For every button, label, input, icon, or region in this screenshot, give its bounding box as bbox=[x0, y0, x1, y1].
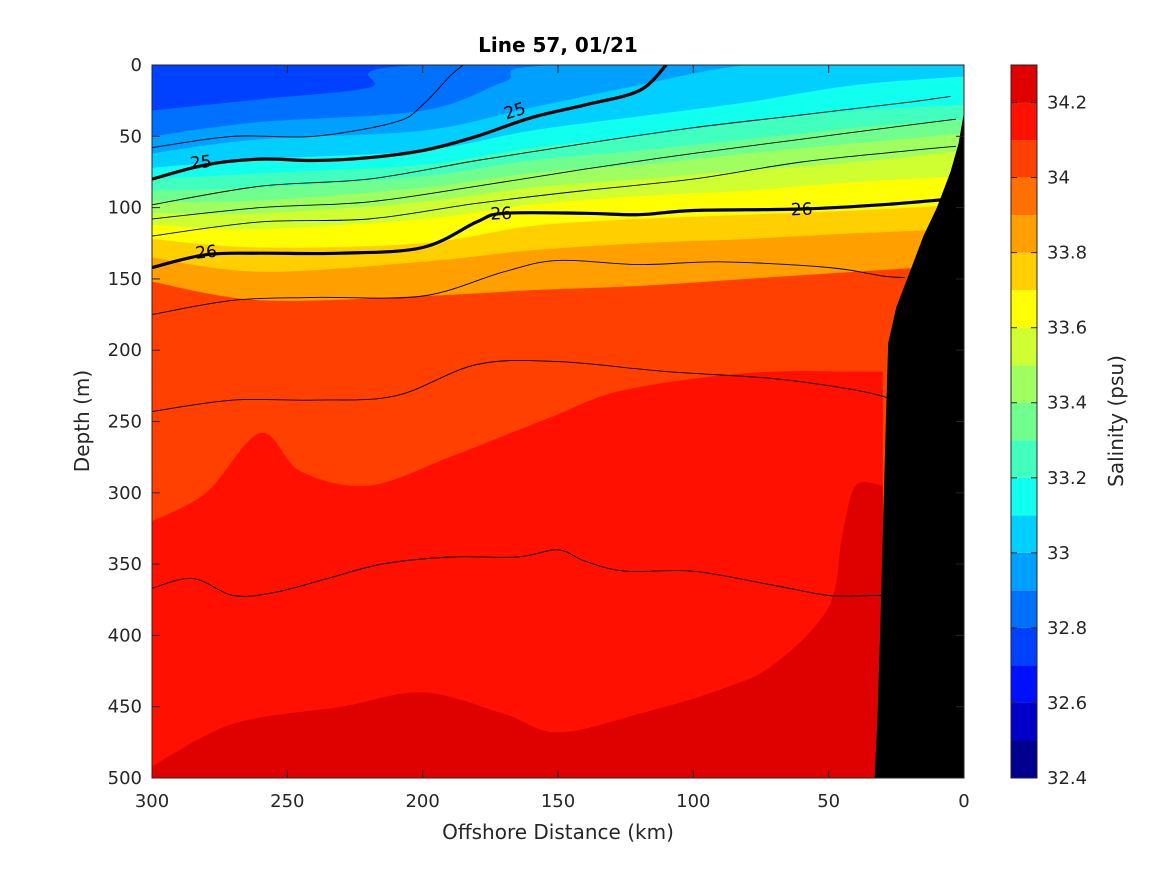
colorbar-tick-label: 33.8 bbox=[1047, 243, 1087, 264]
contour-label-group: 26 bbox=[194, 242, 218, 264]
colorbar-tick-label: 33 bbox=[1047, 543, 1070, 564]
colorbar-tick-label: 34.2 bbox=[1047, 93, 1087, 114]
density-contour bbox=[152, 145, 956, 237]
x-tick-label: 200 bbox=[405, 791, 439, 812]
density-contour-lines bbox=[152, 65, 956, 597]
colorbar-swatch bbox=[1011, 215, 1037, 253]
density-contour-bold bbox=[152, 65, 668, 181]
colorbar-swatch bbox=[1011, 740, 1037, 778]
y-tick-label: 50 bbox=[119, 126, 142, 147]
contour-label: 25 bbox=[189, 152, 213, 174]
colorbar-tick-label: 34 bbox=[1047, 168, 1070, 189]
colorbar-swatch bbox=[1011, 365, 1037, 403]
y-tick-label: 200 bbox=[108, 340, 142, 361]
contour-label-group: 26 bbox=[490, 204, 512, 225]
x-tick-label: 100 bbox=[676, 791, 710, 812]
y-tick-label: 150 bbox=[108, 269, 142, 290]
colorbar-swatch bbox=[1011, 552, 1037, 591]
colorbar-swatch bbox=[1011, 102, 1037, 141]
y-tick-label: 0 bbox=[131, 55, 142, 76]
salinity-band-deep bbox=[152, 482, 883, 778]
colorbar-swatch bbox=[1011, 627, 1037, 666]
colorbar-swatch bbox=[1011, 702, 1037, 741]
density-contour bbox=[152, 259, 905, 315]
contour-label: 26 bbox=[790, 200, 812, 221]
salinity-band bbox=[152, 65, 964, 111]
y-tick-label: 350 bbox=[108, 554, 142, 575]
colorbar-swatch bbox=[1011, 515, 1037, 553]
x-tick-label: 300 bbox=[135, 791, 169, 812]
x-tick-label: 250 bbox=[270, 791, 304, 812]
density-contour-bold bbox=[152, 197, 951, 270]
colorbar-swatch bbox=[1011, 290, 1037, 328]
density-contour bbox=[152, 65, 464, 149]
colorbar-swatch bbox=[1011, 140, 1037, 178]
colorbar-swatch bbox=[1011, 327, 1037, 366]
y-tick-label: 300 bbox=[108, 483, 142, 504]
colorbar-tick-label: 32.4 bbox=[1047, 768, 1087, 789]
colorbar-tick-label: 33.4 bbox=[1047, 393, 1087, 414]
colorbar-tick-label: 33.2 bbox=[1047, 468, 1087, 489]
colorbar-label: Salinity (psu) bbox=[1104, 355, 1128, 487]
colorbar-swatch bbox=[1011, 590, 1037, 628]
density-contour bbox=[152, 549, 883, 597]
colorbar-frame bbox=[1010, 64, 1038, 779]
seafloor bbox=[874, 112, 964, 778]
colorbar bbox=[1011, 65, 1037, 778]
y-tick-label: 450 bbox=[108, 697, 142, 718]
x-tick-label: 50 bbox=[817, 791, 840, 812]
colorbar-tick-label: 33.6 bbox=[1047, 318, 1087, 339]
y-axis-ticks: 0 50 100 150 200 250 300 350 400 450 500 bbox=[108, 55, 964, 789]
density-contour bbox=[152, 118, 956, 220]
y-tick-label: 400 bbox=[108, 625, 142, 646]
x-axis-ticks: 300 250 200 150 100 50 0 bbox=[135, 65, 970, 812]
contour-label: 26 bbox=[490, 204, 512, 225]
y-tick-label: 500 bbox=[108, 768, 142, 789]
y-tick-label: 100 bbox=[108, 198, 142, 219]
contour-label: 26 bbox=[194, 242, 218, 264]
plot-area bbox=[152, 65, 964, 778]
colorbar-swatch bbox=[1011, 65, 1037, 103]
colorbar-swatch bbox=[1011, 440, 1037, 478]
colorbar-swatch bbox=[1011, 402, 1037, 441]
colorbar-swatch bbox=[1011, 177, 1037, 216]
y-axis-label: Depth (m) bbox=[70, 370, 94, 472]
chart-title: Line 57, 01/21 bbox=[478, 33, 638, 57]
salinity-band-deep bbox=[152, 371, 883, 778]
density-contour bbox=[152, 360, 897, 412]
colorbar-tick-label: 32.6 bbox=[1047, 693, 1087, 714]
colorbar-swatch bbox=[1011, 665, 1037, 703]
colorbar-ticks: 32.4 32.6 32.8 33 33.2 33.4 33.6 33.8 34 34.2 bbox=[1011, 93, 1087, 789]
contour-label-group: 25 bbox=[189, 152, 213, 174]
contour-label-group: 26 bbox=[790, 200, 812, 221]
density-contour bbox=[152, 95, 951, 206]
colorbar-tick-label: 32.8 bbox=[1047, 618, 1087, 639]
x-tick-label: 0 bbox=[958, 791, 969, 812]
colorbar-swatch bbox=[1011, 477, 1037, 516]
bathymetry bbox=[874, 112, 964, 778]
x-tick-label: 150 bbox=[541, 791, 575, 812]
x-axis-label: Offshore Distance (km) bbox=[442, 820, 674, 844]
y-tick-label: 250 bbox=[108, 412, 142, 433]
salinity-filled-contours bbox=[152, 65, 964, 778]
colorbar-swatch bbox=[1011, 252, 1037, 291]
